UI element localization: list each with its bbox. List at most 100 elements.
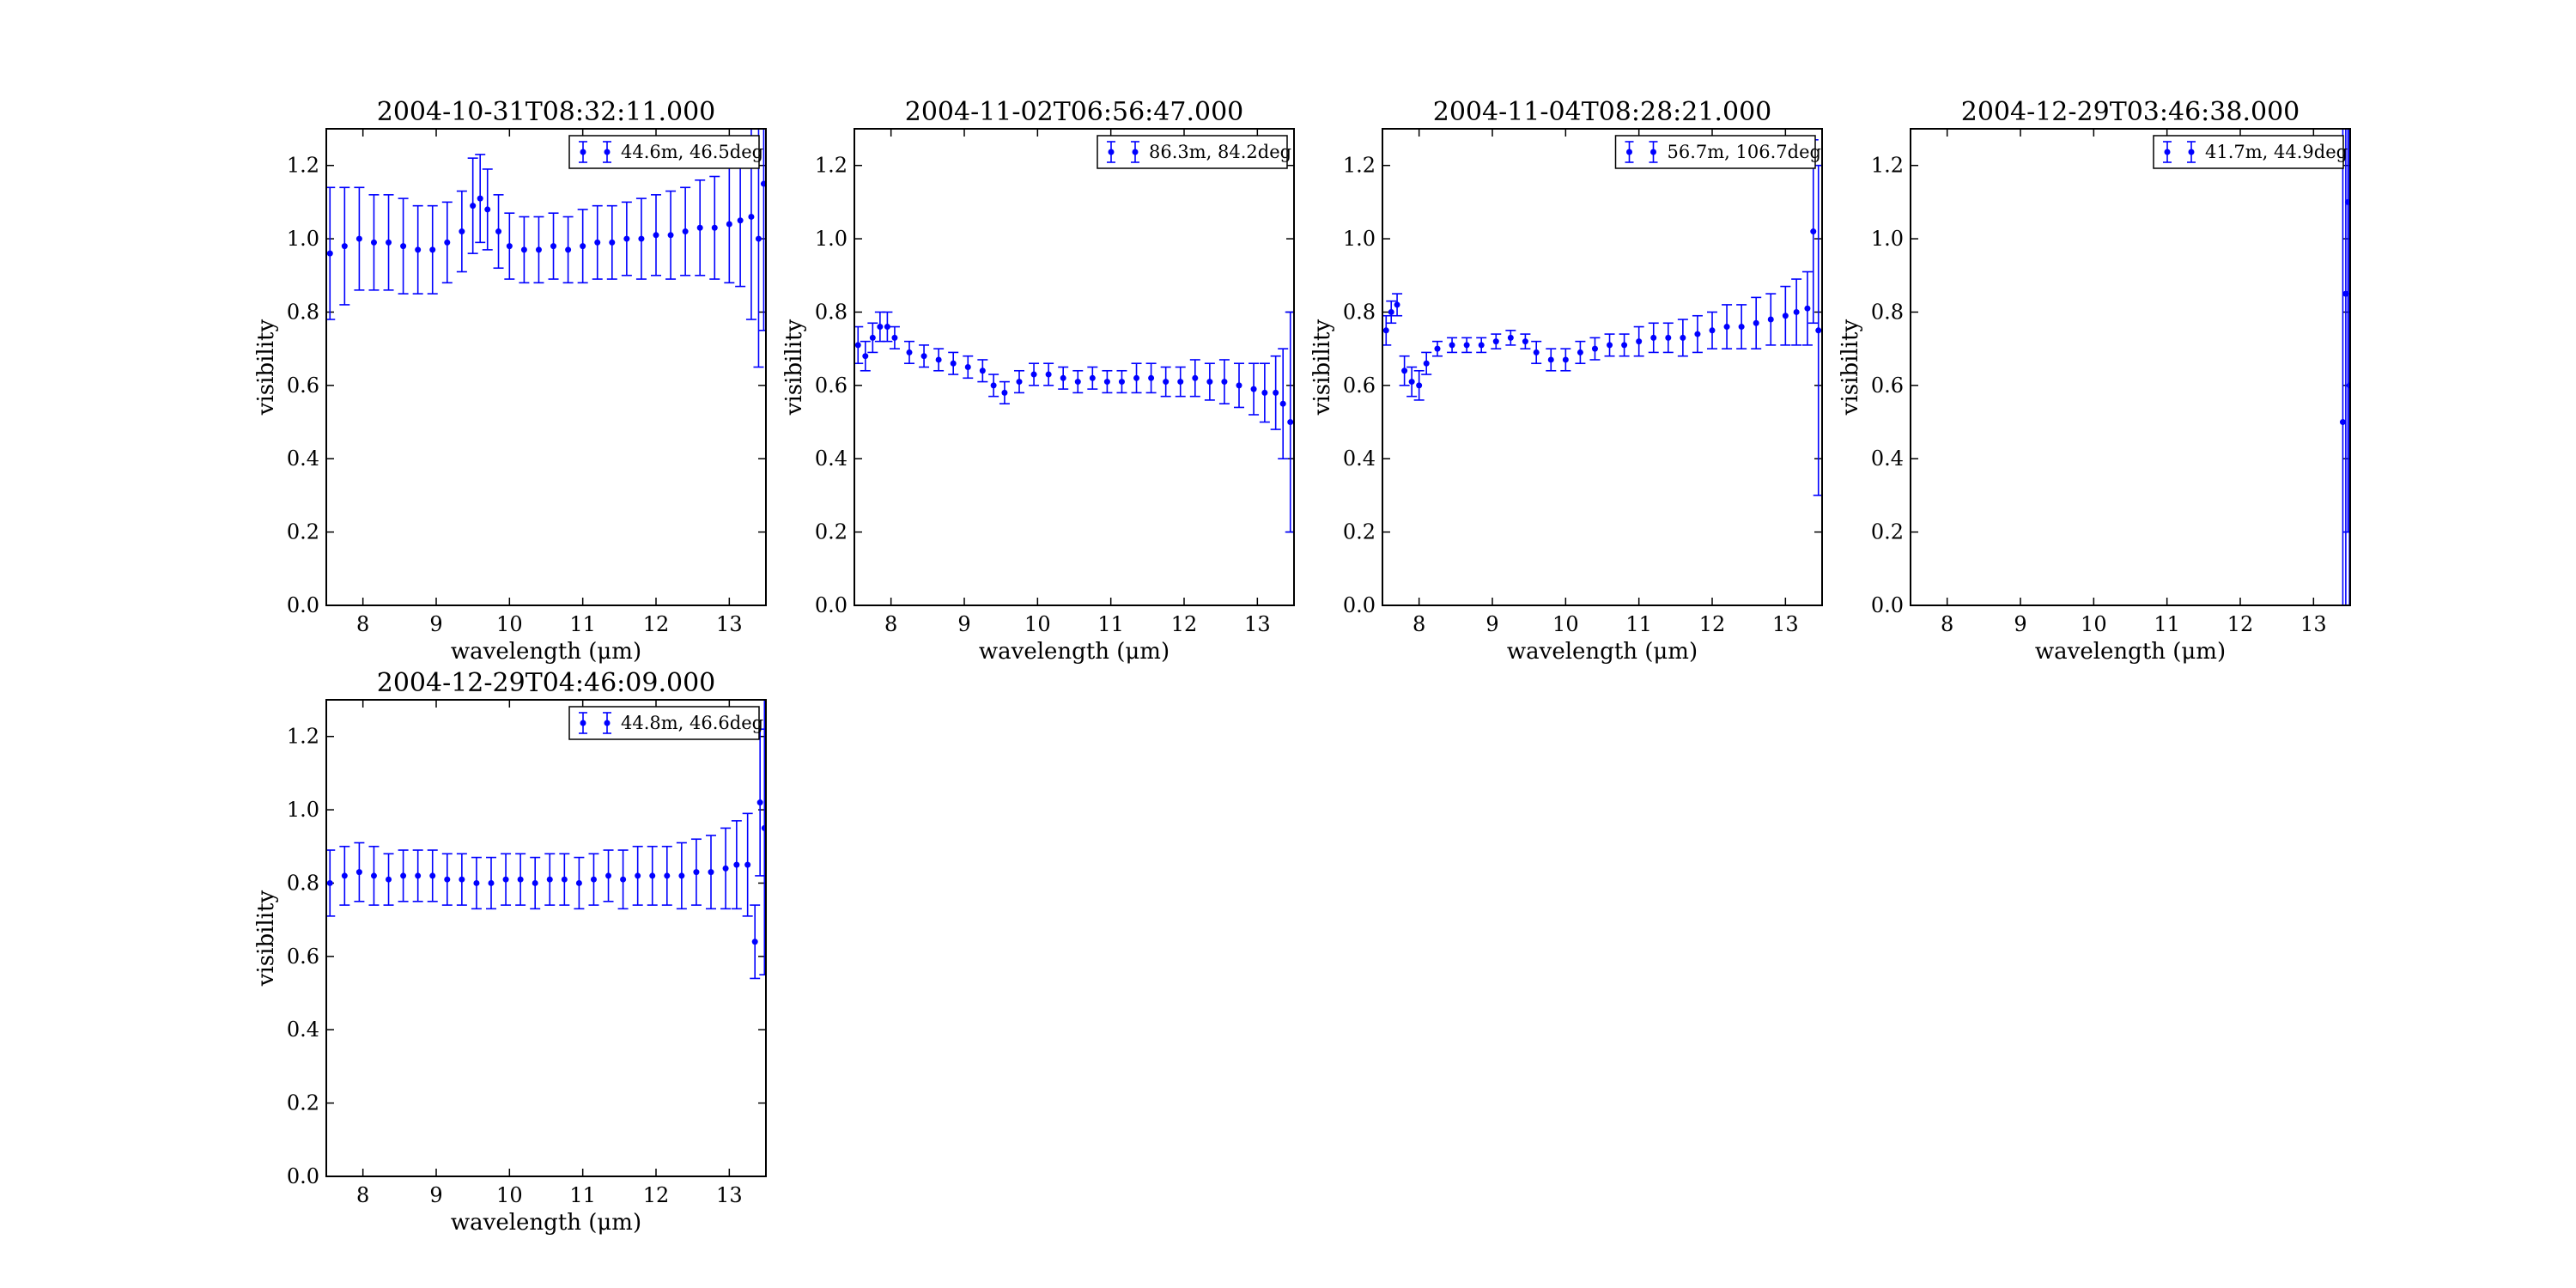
data-point: [1074, 379, 1081, 386]
y-tick-label: 1.2: [1343, 154, 1376, 178]
data-point: [565, 246, 572, 253]
data-point: [2346, 382, 2350, 389]
legend-marker: [580, 720, 586, 726]
data-point: [1423, 360, 1430, 367]
data-point: [326, 879, 333, 886]
y-tick-label: 0.2: [1871, 520, 1904, 544]
data-point: [1804, 305, 1811, 312]
chart-title: 2004-12-29T03:46:38.000: [1961, 97, 2300, 127]
legend: 41.7m, 44.9deg: [2153, 135, 2348, 169]
data-point: [1030, 371, 1037, 378]
y-tick-label: 0.8: [287, 871, 319, 895]
data-point: [1016, 379, 1023, 386]
y-tick-label: 1.2: [287, 725, 319, 749]
data-point: [1045, 371, 1052, 378]
x-tick-label: 11: [2154, 612, 2180, 636]
data-point: [415, 246, 422, 253]
data-point: [1163, 379, 1170, 386]
x-tick-label: 10: [1024, 612, 1051, 636]
x-tick-label: 9: [1485, 612, 1498, 636]
data-point: [1650, 334, 1657, 341]
legend-label: 41.7m, 44.9deg: [2205, 142, 2348, 162]
x-axis-label: wavelength (μm): [451, 639, 641, 665]
data-point: [1522, 338, 1528, 345]
y-axis-label: visibility: [781, 319, 807, 416]
legend-marker: [2188, 149, 2195, 155]
data-point: [355, 235, 362, 242]
subplot-2: 2004-11-02T06:56:47.000 8 9 10 11 12 13 0.0 0.2 0…: [781, 97, 1295, 665]
y-tick-label: 0.6: [1871, 374, 1904, 398]
data-point: [693, 869, 700, 876]
legend: 86.3m, 84.2deg: [1097, 135, 1291, 169]
data-point: [1118, 379, 1125, 386]
data-point: [477, 195, 483, 202]
data-point: [520, 246, 527, 253]
x-tick-label: 9: [429, 1183, 442, 1207]
y-tick-label: 0.2: [287, 1091, 319, 1115]
chart-title: 2004-11-02T06:56:47.000: [905, 97, 1244, 127]
y-tick-label: 1.0: [815, 227, 848, 251]
data-point: [561, 876, 568, 883]
y-tick-label: 1.2: [815, 154, 848, 178]
data-point: [884, 324, 890, 331]
x-axis-label: wavelength (μm): [451, 1210, 641, 1236]
chart-title: 2004-12-29T04:46:09.000: [377, 668, 716, 698]
data-point: [1753, 319, 1759, 326]
data-point: [1133, 374, 1140, 381]
data-point: [1206, 379, 1213, 386]
data-point: [1434, 345, 1441, 352]
x-tick-label: 8: [1413, 612, 1425, 636]
data-point: [1767, 316, 1774, 323]
y-tick-label: 0.0: [1343, 593, 1376, 617]
data-point: [415, 872, 422, 879]
legend-label: 56.7m, 106.7deg: [1668, 142, 1821, 162]
data-point: [751, 939, 758, 945]
data-point: [1236, 382, 1242, 389]
data-point: [1060, 374, 1066, 381]
chart-title: 2004-11-04T08:28:21.000: [1433, 97, 1772, 127]
data-point: [386, 239, 392, 246]
y-axis-label: visibility: [1309, 319, 1335, 416]
data-point: [1478, 342, 1485, 349]
chart-title: 2004-10-31T08:32:11.000: [377, 97, 716, 127]
data-point: [1591, 345, 1598, 352]
data-point: [869, 334, 876, 341]
data-point: [1192, 374, 1199, 381]
y-tick-label: 1.2: [1871, 154, 1904, 178]
data-point: [1279, 400, 1286, 407]
data-point: [1401, 368, 1408, 374]
legend-box: [1097, 135, 1288, 169]
y-axis-label: visibility: [253, 319, 279, 416]
x-tick-label: 8: [356, 1183, 369, 1207]
x-tick-label: 11: [569, 612, 596, 636]
data-point: [502, 876, 509, 883]
y-tick-label: 0.8: [815, 300, 848, 324]
data-point: [459, 228, 465, 235]
data-point: [459, 876, 465, 883]
data-point: [1001, 389, 1008, 396]
legend: 44.8m, 46.6deg: [568, 706, 763, 740]
data-point: [1709, 327, 1716, 334]
data-point: [891, 334, 898, 341]
data-point: [370, 239, 377, 246]
y-axis-label: visibility: [253, 890, 279, 987]
data-point: [1562, 356, 1569, 363]
data-point: [682, 228, 689, 235]
data-point: [711, 224, 718, 231]
data-point: [1408, 379, 1415, 386]
data-point: [400, 872, 407, 879]
x-tick-label: 12: [2227, 612, 2254, 636]
data-point: [744, 861, 751, 868]
y-tick-label: 0.8: [287, 300, 319, 324]
data-point: [590, 876, 597, 883]
y-tick-label: 0.6: [287, 374, 319, 398]
legend-box: [568, 706, 760, 740]
legend-label: 86.3m, 84.2deg: [1149, 142, 1291, 162]
data-point: [473, 879, 480, 886]
data-point: [664, 872, 671, 879]
x-axis-label: wavelength (μm): [1507, 639, 1698, 665]
x-axis-label: wavelength (μm): [2035, 639, 2226, 665]
data-point: [935, 356, 942, 363]
data-point: [854, 342, 861, 349]
data-point: [1177, 379, 1184, 386]
